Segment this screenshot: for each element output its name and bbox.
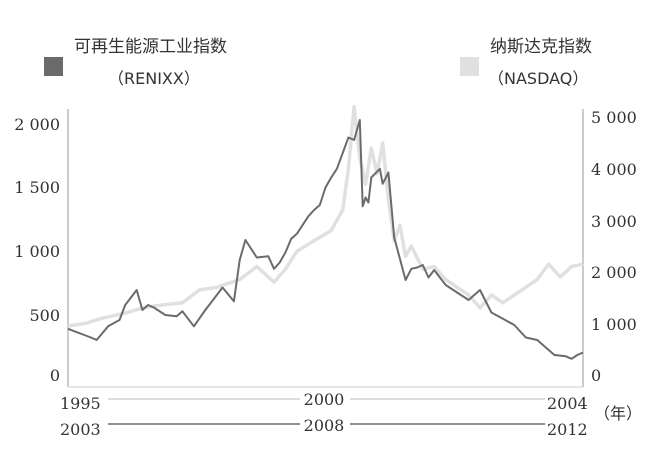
x-top-label-end: 2004 (547, 394, 588, 413)
series-line-renixx (67, 119, 584, 360)
y-right-tick: 4 000 (591, 160, 637, 179)
x-bottom-label-mid: 2008 (304, 416, 345, 435)
legend-sub-renixx: （RENIXX） (108, 69, 200, 88)
y-right-tick: 2 000 (591, 263, 637, 282)
legend-sub-nasdaq: （NASDAQ） (488, 69, 588, 88)
y-left-ticks: 0 500 1 000 1 500 2 000 (14, 115, 60, 385)
y-left-tick: 1 500 (14, 178, 60, 197)
x-bottom-label-end: 2012 (547, 420, 588, 439)
y-left-tick: 1 000 (14, 242, 60, 261)
x-top-label-mid: 2000 (304, 390, 345, 409)
legend-label-renixx: 可再生能源工业指数 (74, 37, 227, 57)
y-right-tick: 3 000 (591, 212, 637, 231)
x-bottom-label-start: 2003 (60, 420, 101, 439)
x-top-label-start: 1995 (60, 394, 101, 413)
y-right-tick: 0 (591, 366, 601, 385)
legend-swatch-nasdaq (460, 57, 479, 76)
y-right-ticks: 0 1 000 2 000 3 000 4 000 5 000 (591, 108, 637, 385)
y-right-tick: 5 000 (591, 108, 637, 127)
y-left-tick: 0 (50, 366, 60, 385)
legend-label-nasdaq: 纳斯达克指数 (490, 37, 592, 57)
y-left-tick: 500 (29, 306, 60, 325)
y-right-tick: 1 000 (591, 315, 637, 334)
series-line-nasdaq (67, 104, 584, 328)
y-left-tick: 2 000 (14, 115, 60, 134)
legend-swatch-renixx (44, 57, 63, 76)
x-unit-label: （年） (594, 404, 642, 423)
